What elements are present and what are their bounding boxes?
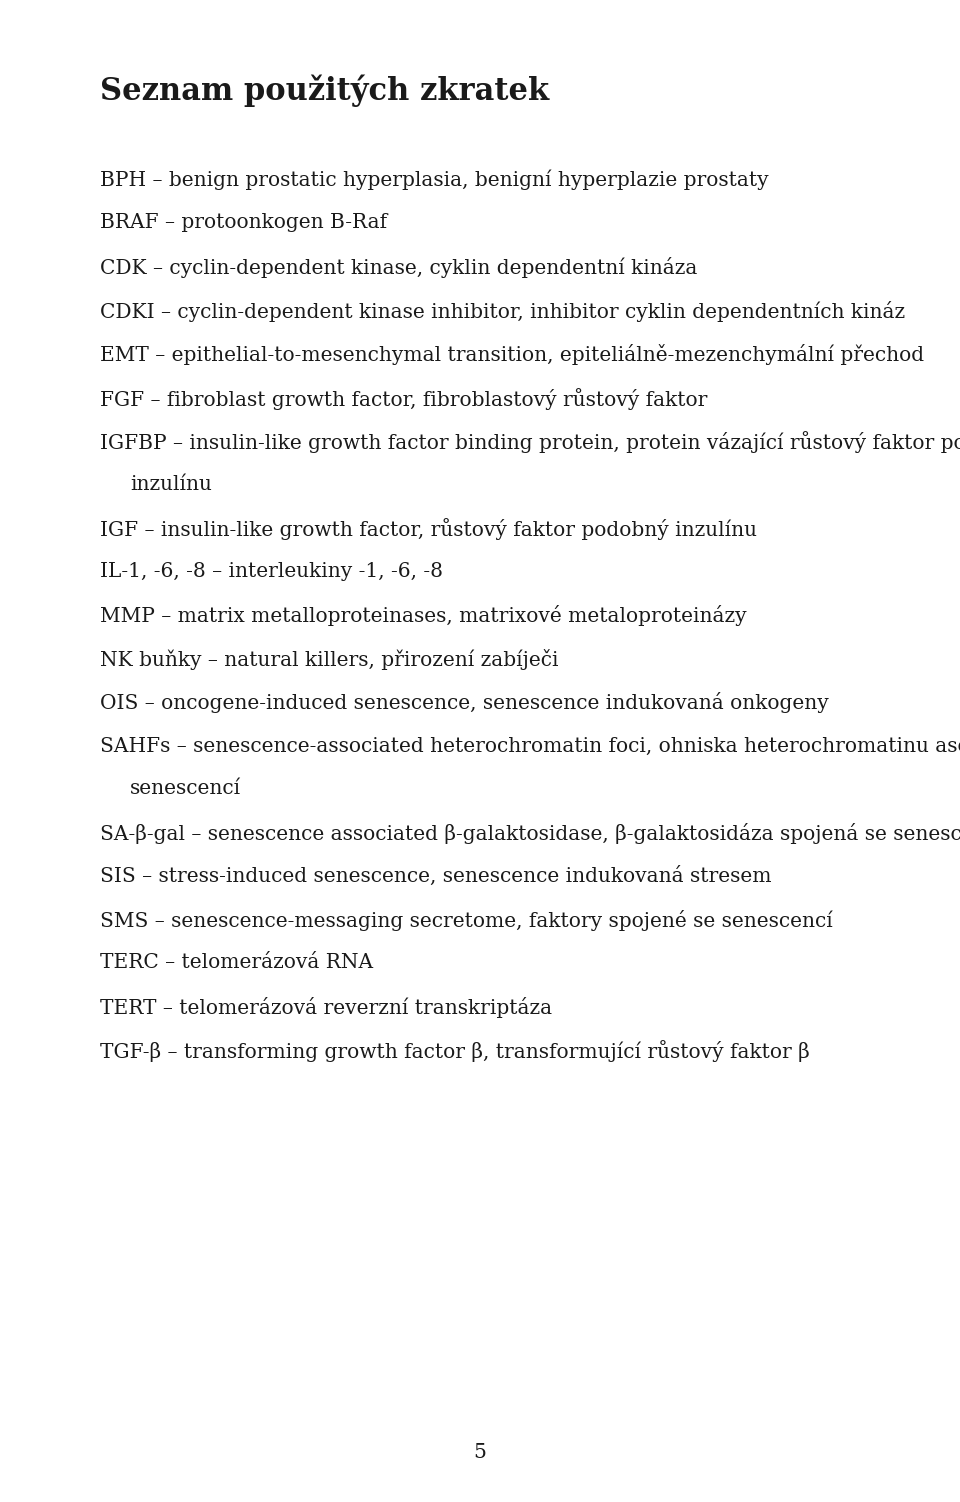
Text: SA-β-gal – senescence associated β-galaktosidase, β-galaktosidáza spojená se sen: SA-β-gal – senescence associated β-galak… [100, 823, 960, 844]
Text: IGFBP – insulin-like growth factor binding protein, protein vázající růstový fak: IGFBP – insulin-like growth factor bindi… [100, 431, 960, 454]
Text: SAHFs – senescence-associated heterochromatin foci, ohniska heterochromatinu aso: SAHFs – senescence-associated heterochro… [100, 736, 960, 756]
Text: IL-1, -6, -8 – interleukiny -1, -6, -8: IL-1, -6, -8 – interleukiny -1, -6, -8 [100, 562, 443, 580]
Text: NK buňky – natural killers, přirození zabíječi: NK buňky – natural killers, přirození za… [100, 649, 559, 670]
Text: senescencí: senescencí [130, 780, 241, 798]
Text: FGF – fibroblast growth factor, fibroblastový růstový faktor: FGF – fibroblast growth factor, fibrobla… [100, 388, 708, 410]
Text: TERC – telomerázová RNA: TERC – telomerázová RNA [100, 952, 373, 972]
Text: Seznam použitých zkratek: Seznam použitých zkratek [100, 75, 549, 108]
Text: TGF-β – transforming growth factor β, transformující růstový faktor β: TGF-β – transforming growth factor β, tr… [100, 1039, 809, 1062]
Text: IGF – insulin-like growth factor, růstový faktor podobný inzulínu: IGF – insulin-like growth factor, růstov… [100, 518, 757, 541]
Text: CDKI – cyclin-dependent kinase inhibitor, inhibitor cyklin dependentních kináz: CDKI – cyclin-dependent kinase inhibitor… [100, 300, 905, 321]
Text: MMP – matrix metalloproteinases, matrixové metaloproteinázy: MMP – matrix metalloproteinases, matrixo… [100, 605, 747, 626]
Text: EMT – epithelial-to-mesenchymal transition, epiteliálně-mezenchymální přechod: EMT – epithelial-to-mesenchymal transiti… [100, 344, 924, 365]
Text: BPH – benign prostatic hyperplasia, benigní hyperplazie prostaty: BPH – benign prostatic hyperplasia, beni… [100, 170, 769, 191]
Text: 5: 5 [473, 1443, 487, 1461]
Text: BRAF – protoonkogen B-Raf: BRAF – protoonkogen B-Raf [100, 213, 387, 233]
Text: SMS – senescence-messaging secretome, faktory spojené se senescencí: SMS – senescence-messaging secretome, fa… [100, 910, 832, 931]
Text: CDK – cyclin-dependent kinase, cyklin dependentní kináza: CDK – cyclin-dependent kinase, cyklin de… [100, 257, 697, 278]
Text: SIS – stress-induced senescence, senescence indukovaná stresem: SIS – stress-induced senescence, senesce… [100, 867, 772, 886]
Text: inzulínu: inzulínu [130, 475, 212, 494]
Text: OIS – oncogene-induced senescence, senescence indukovaná onkogeny: OIS – oncogene-induced senescence, senes… [100, 692, 828, 713]
Text: TERT – telomerázová reverzní transkriptáza: TERT – telomerázová reverzní transkriptá… [100, 996, 552, 1017]
